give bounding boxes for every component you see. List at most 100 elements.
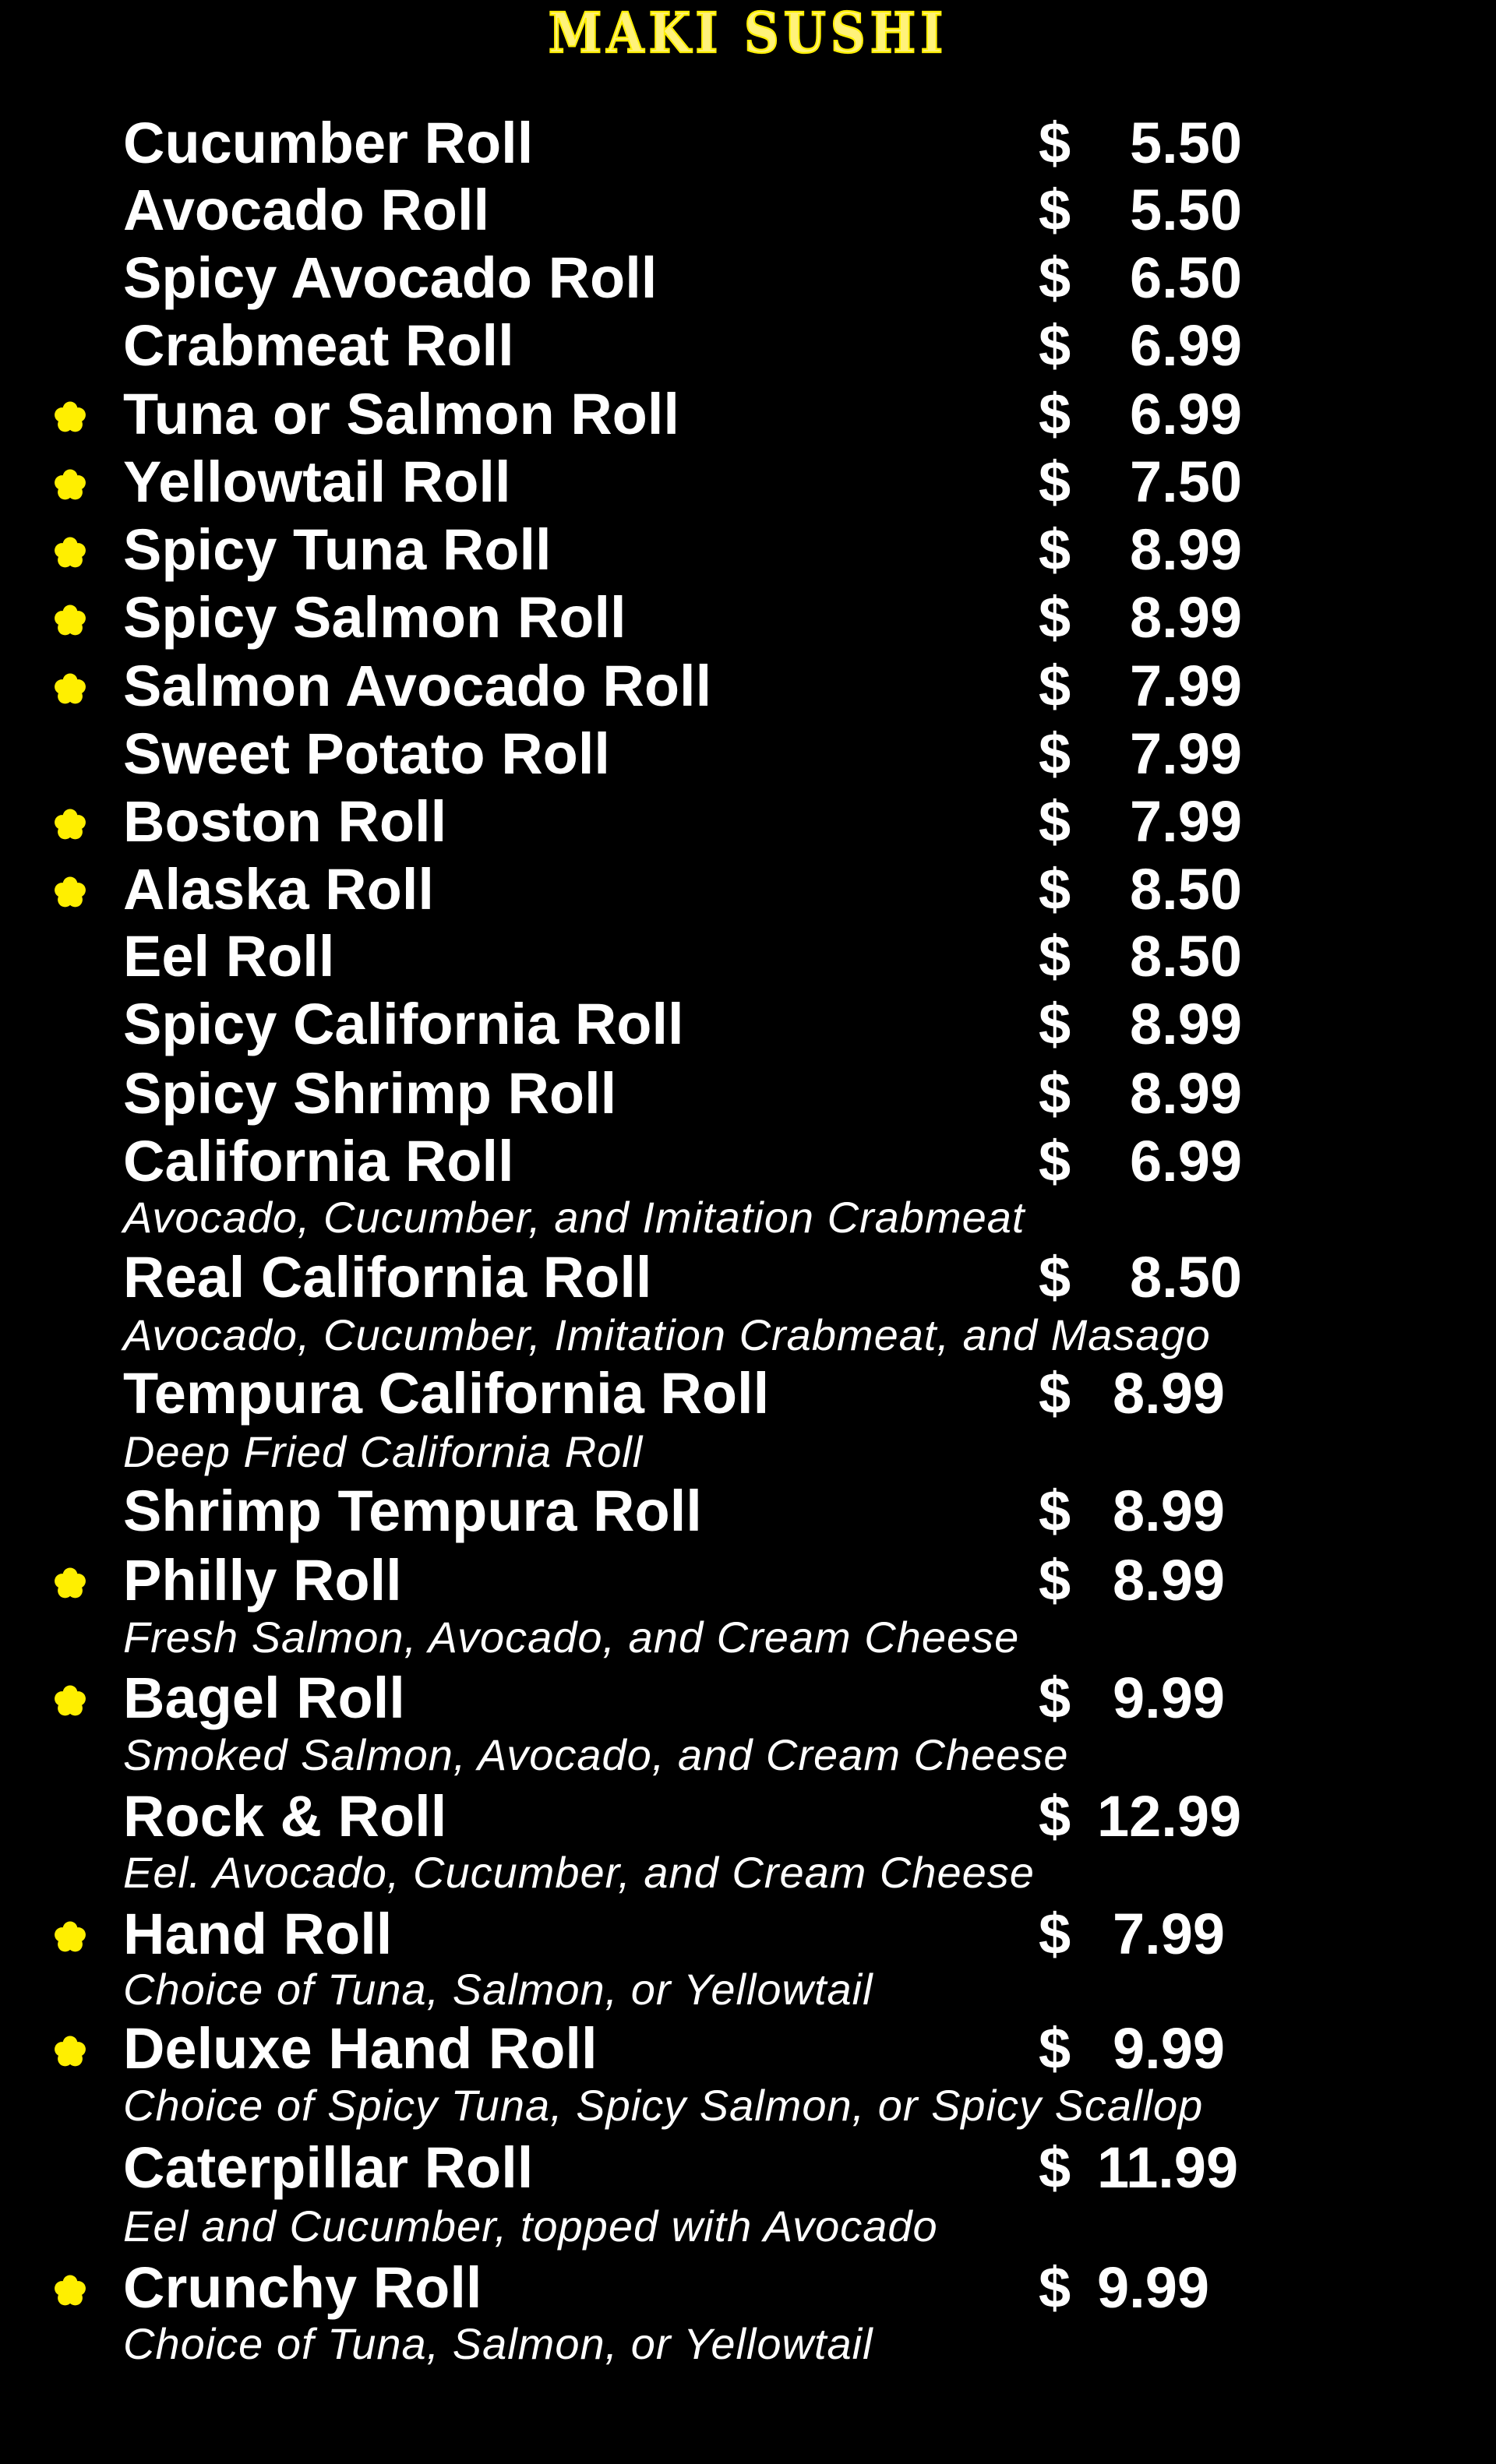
menu-item: Avocado Roll $5.50 (0, 179, 1496, 241)
currency-symbol: $ (1039, 992, 1071, 1057)
currency-symbol: $ (1039, 856, 1071, 922)
item-price: 11.99 (1097, 2135, 1239, 2201)
currency-symbol: $ (1039, 2135, 1071, 2201)
currency-symbol: $ (1039, 2016, 1071, 2082)
currency-symbol: $ (1039, 449, 1071, 515)
menu-item: Bagel Roll $9.99 (0, 1667, 1496, 1729)
item-price: 8.99 (1130, 992, 1243, 1057)
flower-icon (55, 673, 86, 704)
currency-symbol: $ (1039, 178, 1071, 243)
item-price: 12.99 (1097, 1783, 1242, 1849)
item-price: 5.50 (1130, 178, 1243, 243)
currency-symbol: $ (1039, 1901, 1071, 1966)
item-name: Rock & Roll (123, 1783, 447, 1849)
flower-icon (55, 469, 86, 500)
currency-symbol: $ (1039, 1244, 1071, 1310)
item-name: Spicy Salmon Roll (123, 584, 626, 650)
item-price: 9.99 (1113, 2016, 1226, 2082)
flower-icon (55, 876, 86, 907)
item-name: Crabmeat Roll (123, 312, 514, 378)
item-name: Spicy California Roll (123, 992, 684, 1057)
currency-symbol: $ (1039, 312, 1071, 378)
item-name: Tempura California Roll (123, 1361, 770, 1426)
menu-item: Philly Roll $8.99 (0, 1549, 1496, 1612)
menu-item: Eel Roll $8.50 (0, 925, 1496, 988)
item-name: California Roll (123, 1128, 514, 1193)
menu-item: Caterpillar Roll $11.99 (0, 2137, 1496, 2199)
currency-symbol: $ (1039, 1783, 1071, 1849)
item-description: Fresh Salmon, Avocado, and Cream Cheese (123, 1612, 1020, 1662)
item-name: Spicy Tuna Roll (123, 516, 552, 582)
menu-item: Tempura California Roll $8.99 (0, 1362, 1496, 1425)
menu-item: Hand Roll $7.99 (0, 1901, 1496, 1966)
item-price: 8.99 (1113, 1361, 1226, 1426)
menu-item: Tuna or Salmon Roll $6.99 (0, 383, 1496, 446)
item-price: 8.99 (1113, 1548, 1226, 1613)
item-description: Choice of Tuna, Salmon, or Yellowtail (123, 2319, 873, 2369)
item-price: 6.50 (1130, 245, 1243, 310)
menu-item: Crabmeat Roll $6.99 (0, 312, 1496, 378)
item-description: Choice of Spicy Tuna, Spicy Salmon, or S… (123, 2080, 1204, 2130)
item-price: 9.99 (1097, 2254, 1210, 2320)
currency-symbol: $ (1039, 2254, 1071, 2320)
item-name: Caterpillar Roll (123, 2135, 534, 2201)
item-description: Smoked Salmon, Avocado, and Cream Cheese (123, 1730, 1069, 1779)
menu-item: Cucumber Roll $5.50 (0, 110, 1496, 175)
item-price: 6.99 (1130, 312, 1243, 378)
item-name: Yellowtail Roll (123, 449, 511, 515)
item-name: Crunchy Roll (123, 2254, 482, 2320)
item-price: 9.99 (1113, 1666, 1226, 1731)
currency-symbol: $ (1039, 1361, 1071, 1426)
flower-icon (55, 1567, 86, 1599)
item-price: 8.50 (1130, 1244, 1243, 1310)
currency-symbol: $ (1039, 382, 1071, 447)
item-price: 8.99 (1130, 516, 1243, 582)
menu-item: Deluxe Hand Roll $9.99 (0, 2018, 1496, 2080)
currency-symbol: $ (1039, 110, 1071, 175)
item-price: 8.50 (1130, 924, 1243, 989)
item-name: Cucumber Roll (123, 110, 534, 175)
item-name: Real California Roll (123, 1244, 652, 1310)
item-description: Deep Fried California Roll (123, 1426, 644, 1476)
flower-icon (55, 605, 86, 636)
item-name: Shrimp Tempura Roll (123, 1479, 702, 1544)
item-price: 7.99 (1130, 721, 1243, 787)
item-name: Spicy Shrimp Roll (123, 1060, 617, 1126)
item-name: Salmon Avocado Roll (123, 654, 712, 719)
item-name: Alaska Roll (123, 856, 434, 922)
item-description: Eel and Cucumber, topped with Avocado (123, 2201, 938, 2251)
flower-icon (55, 402, 86, 432)
item-name: Bagel Roll (123, 1666, 405, 1731)
currency-symbol: $ (1039, 1060, 1071, 1126)
item-name: Hand Roll (123, 1901, 393, 1966)
item-name: Avocado Roll (123, 178, 490, 243)
item-name: Eel Roll (123, 924, 335, 989)
menu-item: Spicy Tuna Roll $8.99 (0, 516, 1496, 582)
flower-icon (55, 537, 86, 568)
item-description: Choice of Tuna, Salmon, or Yellowtail (123, 1964, 873, 2014)
currency-symbol: $ (1039, 721, 1071, 787)
currency-symbol: $ (1039, 245, 1071, 310)
currency-symbol: $ (1039, 1128, 1071, 1193)
currency-symbol: $ (1039, 584, 1071, 650)
item-name: Spicy Avocado Roll (123, 245, 658, 310)
menu-item: Salmon Avocado Roll $7.99 (0, 655, 1496, 717)
item-name: Boston Roll (123, 788, 447, 854)
item-price: 8.50 (1130, 856, 1243, 922)
currency-symbol: $ (1039, 1666, 1071, 1731)
page-title: MAKI SUSHI (548, 0, 948, 67)
item-price: 7.99 (1113, 1901, 1226, 1966)
item-name: Philly Roll (123, 1548, 402, 1613)
menu-item: Yellowtail Roll $7.50 (0, 451, 1496, 513)
menu-item: Rock & Roll $12.99 (0, 1785, 1496, 1848)
currency-symbol: $ (1039, 1548, 1071, 1613)
flower-icon (55, 1921, 86, 1952)
menu-item: Real California Roll $8.50 (0, 1246, 1496, 1309)
currency-symbol: $ (1039, 1479, 1071, 1544)
item-name: Tuna or Salmon Roll (123, 382, 679, 447)
menu-item: Sweet Potato Roll $7.99 (0, 723, 1496, 785)
menu-item: California Roll $6.99 (0, 1130, 1496, 1193)
item-description: Avocado, Cucumber, and Imitation Crabmea… (123, 1193, 1025, 1243)
flower-icon (55, 809, 86, 840)
menu-item: Spicy Salmon Roll $8.99 (0, 584, 1496, 650)
